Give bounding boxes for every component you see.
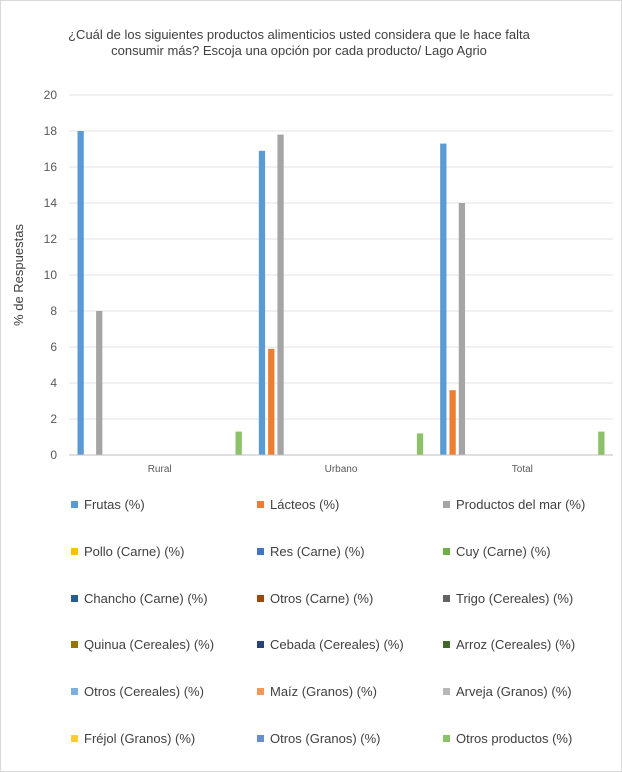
legend-item: Cuy (Carne) (%): [443, 544, 551, 559]
legend-swatch: [71, 547, 78, 555]
legend-swatch: [443, 735, 450, 742]
legend-item: Otros (Carne) (%): [257, 591, 373, 606]
y-tick-label: 0: [50, 448, 57, 462]
legend-label: Otros (Carne) (%): [270, 590, 374, 606]
bar: [77, 131, 84, 455]
chart-title-line: consumir más? Escoja una opción por cada…: [111, 43, 487, 58]
legend-label: Otros (Granos) (%): [270, 731, 381, 746]
y-tick-label: 10: [44, 268, 58, 282]
legend-label: Cuy (Carne) (%): [456, 543, 551, 559]
legend-swatch: [257, 547, 264, 555]
y-tick-label: 18: [44, 124, 58, 138]
legend-item: Lácteos (%): [257, 497, 339, 512]
legend-label: Trigo (Cereales) (%): [456, 590, 574, 606]
x-tick-label: Rural: [148, 464, 172, 475]
legend-item: Cebada (Cereales) (%): [257, 637, 404, 652]
chart-title-line: ¿Cuál de los siguientes productos alimen…: [68, 27, 531, 42]
legend-item: Otros (Granos) (%): [257, 731, 381, 746]
legend-item: Quinua (Cereales) (%): [71, 637, 214, 652]
legend-item: Chancho (Carne) (%): [71, 591, 208, 606]
legend-label: Frutas (%): [84, 497, 145, 512]
bar: [96, 311, 103, 455]
legend-swatch: [71, 641, 78, 649]
legend-item: Maíz (Granos) (%): [257, 684, 377, 699]
bar: [458, 203, 466, 455]
legend-label: Fréjol (Granos) (%): [84, 731, 196, 746]
bar: [440, 143, 447, 455]
bar: [258, 150, 266, 456]
legend-swatch: [443, 547, 450, 555]
legend-item: Pollo (Carne) (%): [71, 544, 184, 559]
legend-swatch: [257, 501, 264, 508]
legend-swatch: [257, 735, 264, 742]
x-tick-label: Urbano: [325, 464, 358, 475]
legend-swatch: [443, 688, 450, 696]
legend-label: Otros (Cereales) (%): [84, 684, 204, 700]
legend-item: Frutas (%): [71, 497, 145, 512]
legend-label: Arroz (Cereales) (%): [456, 637, 576, 653]
legend-label: Maíz (Granos) (%): [270, 684, 377, 700]
axes: 0 2 4 6 8 10 12 14 16 18 20 % de Respuestas Rural Urb…: [11, 88, 613, 475]
y-tick-label: 14: [44, 196, 58, 210]
legend-label: Pollo (Carne) (%): [84, 543, 185, 559]
legend-swatch: [257, 641, 264, 649]
bar: [268, 348, 275, 455]
legend-label: Res (Carne) (%): [270, 543, 365, 559]
y-tick-label: 8: [50, 304, 57, 318]
bars: [77, 131, 605, 456]
legend-swatch: [257, 688, 264, 696]
bar: [598, 431, 605, 455]
legend-item: Trigo (Cereales) (%): [443, 591, 573, 606]
legend-swatch: [71, 735, 78, 742]
y-axis-label: % de Respuestas: [11, 224, 26, 326]
legend-swatch: [443, 594, 450, 602]
legend-swatch: [443, 641, 450, 649]
legend-swatch: [257, 594, 264, 602]
y-tick-label: 4: [50, 376, 57, 390]
y-tick-label: 6: [50, 340, 57, 354]
legend-item: Fréjol (Granos) (%): [71, 731, 195, 746]
legend-swatch: [71, 501, 78, 508]
legend-item: Productos del mar (%): [443, 497, 585, 512]
legend-item: Otros productos (%): [443, 731, 572, 746]
y-tick-label: 20: [44, 88, 58, 102]
legend-label: Otros productos (%): [456, 731, 573, 746]
legend-swatch: [443, 501, 450, 508]
legend-item: Otros (Cereales) (%): [71, 684, 204, 699]
legend-label: Chancho (Carne) (%): [84, 590, 208, 606]
legend-item: Res (Carne) (%): [257, 544, 365, 559]
chart-plot: ¿Cuál de los siguientes productos alimen…: [11, 27, 613, 475]
x-tick-label: Total: [512, 464, 533, 475]
legend-item: Arroz (Cereales) (%): [443, 637, 575, 652]
bar: [416, 433, 424, 455]
legend-label: Lácteos (%): [270, 497, 340, 512]
bar: [235, 431, 242, 455]
legend-swatch: [71, 688, 78, 696]
legend-swatch: [71, 594, 78, 602]
legend-label: Arveja (Granos) (%): [456, 684, 572, 700]
bar: [449, 390, 456, 455]
gridlines: [69, 94, 613, 420]
legend-label: Productos del mar (%): [456, 497, 586, 512]
y-tick-label: 16: [44, 160, 58, 174]
chart-title: ¿Cuál de los siguientes productos alimen…: [68, 27, 531, 58]
y-tick-label: 2: [50, 412, 57, 426]
legend-label: Quinua (Cereales) (%): [84, 637, 215, 653]
legend-label: Cebada (Cereales) (%): [270, 637, 404, 653]
bar: [277, 134, 284, 455]
y-tick-label: 12: [44, 232, 58, 246]
legend-item: Arveja (Granos) (%): [443, 684, 572, 699]
